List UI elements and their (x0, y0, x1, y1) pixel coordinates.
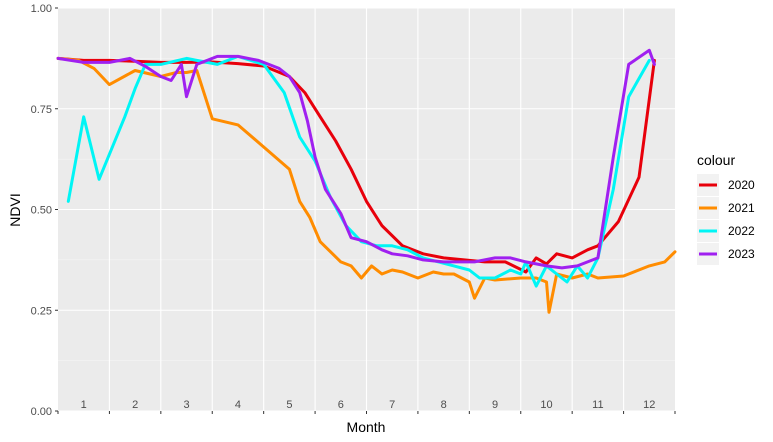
legend-label-2021: 2021 (728, 201, 755, 215)
month-label: 7 (389, 399, 395, 411)
y-axis-title: NDVI (7, 193, 23, 226)
legend-label-2022: 2022 (728, 224, 755, 238)
major-gridlines (58, 7, 675, 412)
legend-title: colour (697, 152, 735, 168)
y-tick-label: 0.75 (31, 104, 52, 116)
y-tick-label: 0.25 (31, 305, 52, 317)
series-lines (56, 48, 677, 314)
legend-label-2023: 2023 (728, 247, 755, 261)
month-label: 12 (643, 399, 655, 411)
month-label: 6 (338, 399, 344, 411)
month-label: 5 (286, 399, 292, 411)
month-label: 11 (592, 399, 603, 411)
y-tick-label: 0.50 (31, 205, 52, 217)
series-line-2020 (56, 56, 656, 274)
y-tick-label: 1.00 (31, 3, 52, 15)
month-label: 2 (132, 399, 138, 411)
month-label: 8 (441, 399, 447, 411)
series-line-2022 (66, 54, 651, 288)
x-axis-title: Month (347, 419, 386, 435)
y-axis-ticks: 0.00 0.25 0.50 0.75 1.00 (31, 3, 58, 418)
month-label: 1 (81, 399, 87, 411)
month-labels: 1 2 3 4 5 6 7 8 9 10 11 12 (81, 399, 656, 411)
month-label: 3 (183, 399, 189, 411)
month-label: 4 (235, 399, 241, 411)
legend: colour 2020 2021 2022 2023 (697, 152, 755, 265)
month-label: 9 (492, 399, 498, 411)
legend-label-2020: 2020 (728, 178, 755, 192)
series-line-2023 (56, 48, 656, 270)
y-tick-label: 0.00 (31, 406, 52, 418)
month-label: 10 (540, 399, 552, 411)
x-axis-ticks (57, 411, 676, 414)
